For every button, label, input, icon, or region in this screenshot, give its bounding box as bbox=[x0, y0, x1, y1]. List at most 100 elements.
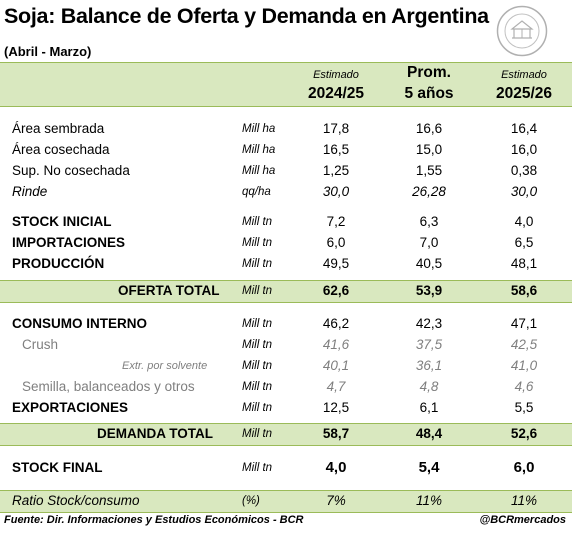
value-cell-col3: 4,6 bbox=[514, 379, 534, 394]
row-label: Ratio Stock/consumo bbox=[12, 493, 140, 508]
demanda-top-rule bbox=[0, 423, 572, 424]
value-cell-col3: 16,4 bbox=[510, 121, 538, 136]
value-cell-col3: 5,5 bbox=[514, 400, 534, 415]
value-cell-col3: 42,5 bbox=[510, 337, 538, 352]
value-cell-col2: 15,0 bbox=[415, 142, 443, 157]
row-unit: Mill tn bbox=[242, 360, 273, 372]
value-cell-col1: 49,5 bbox=[322, 256, 350, 271]
value-cell-col2: 37,5 bbox=[415, 337, 443, 352]
row-unit: Mill ha bbox=[242, 165, 276, 177]
row-unit: Mill tn bbox=[242, 381, 273, 393]
value-cell-col3: 58,6 bbox=[510, 283, 538, 298]
row-label: Área sembrada bbox=[12, 121, 105, 136]
row-label: Extr. por solvente bbox=[122, 360, 208, 372]
row-label: DEMANDA TOTAL bbox=[97, 426, 213, 441]
oferta-bottom-rule bbox=[0, 302, 572, 303]
header-col3-bottom: 2025/26 bbox=[495, 85, 553, 102]
header-col1-bottom: 2024/25 bbox=[307, 85, 365, 102]
ratio-bottom-rule bbox=[0, 512, 572, 513]
value-cell-col1: 1,25 bbox=[322, 163, 350, 178]
source-note: Fuente: Dir. Informaciones y Estudios Ec… bbox=[4, 514, 304, 526]
row-unit: Mill tn bbox=[242, 402, 273, 414]
value-cell-col2: 53,9 bbox=[415, 283, 443, 298]
value-cell-col2: 6,1 bbox=[419, 400, 439, 415]
value-cell-col2: 16,6 bbox=[415, 121, 443, 136]
value-cell-col1: 62,6 bbox=[322, 283, 350, 298]
value-cell-col1: 4,0 bbox=[325, 459, 347, 476]
row-label: IMPORTACIONES bbox=[12, 235, 126, 250]
value-cell-col2: 40,5 bbox=[415, 256, 443, 271]
row-label: Rinde bbox=[12, 184, 48, 199]
header-band bbox=[0, 62, 572, 106]
ratio-top-rule bbox=[0, 490, 572, 491]
value-cell-col2: 1,55 bbox=[415, 163, 443, 178]
value-cell-col3: 52,6 bbox=[510, 426, 538, 441]
row-unit: Mill tn bbox=[242, 258, 273, 270]
row-unit: Mill ha bbox=[242, 123, 276, 135]
row-unit: Mill tn bbox=[242, 428, 273, 440]
value-cell-col2: 6,3 bbox=[419, 214, 439, 229]
value-cell-col2: 5,4 bbox=[418, 459, 440, 476]
value-cell-col1: 17,8 bbox=[322, 121, 350, 136]
row-label: PRODUCCIÓN bbox=[12, 256, 105, 271]
value-cell-col2: 42,3 bbox=[415, 316, 443, 331]
row-label: Sup. No cosechada bbox=[12, 163, 130, 178]
value-cell-col3: 16,0 bbox=[510, 142, 538, 157]
row-label: Crush bbox=[22, 337, 59, 352]
demanda-bottom-rule bbox=[0, 445, 572, 446]
header-bottom-rule bbox=[0, 106, 572, 107]
row-unit: Mill tn bbox=[242, 318, 273, 330]
value-cell-col1: 4,7 bbox=[326, 379, 346, 394]
value-cell-col3: 6,0 bbox=[513, 459, 535, 476]
value-cell-col1: 7,2 bbox=[326, 214, 346, 229]
value-cell-col1: 30,0 bbox=[322, 184, 350, 199]
value-cell-col1: 40,1 bbox=[322, 358, 350, 373]
value-cell-col3: 41,0 bbox=[510, 358, 538, 373]
value-cell-col1: 41,6 bbox=[322, 337, 350, 352]
demanda-band bbox=[0, 423, 572, 445]
row-label: Área cosechada bbox=[12, 142, 110, 157]
row-unit: Mill tn bbox=[242, 237, 273, 249]
value-cell-col1: 7% bbox=[326, 493, 346, 508]
value-cell-col1: 58,7 bbox=[322, 426, 350, 441]
oferta-band bbox=[0, 280, 572, 302]
row-unit: Mill ha bbox=[242, 144, 276, 156]
row-unit: Mill tn bbox=[242, 216, 273, 228]
value-cell-col3: 47,1 bbox=[510, 316, 538, 331]
row-unit: Mill tn bbox=[242, 339, 273, 351]
row-unit: (%) bbox=[242, 495, 260, 507]
row-label: OFERTA TOTAL bbox=[118, 283, 220, 298]
value-cell-col3: 0,38 bbox=[510, 163, 538, 178]
row-label: CONSUMO INTERNO bbox=[12, 316, 147, 331]
header-top-rule bbox=[0, 62, 572, 63]
bcr-seal-logo bbox=[496, 5, 548, 57]
social-handle: @BCRmercados bbox=[479, 514, 566, 526]
header-col1-top: Estimado bbox=[313, 69, 359, 81]
value-cell-col1: 16,5 bbox=[322, 142, 350, 157]
row-label: STOCK INICIAL bbox=[12, 214, 112, 229]
header-col3-top: Estimado bbox=[501, 69, 547, 81]
row-unit: Mill tn bbox=[242, 462, 273, 474]
row-label: Semilla, balanceados y otros bbox=[22, 379, 195, 394]
value-cell-col1: 12,5 bbox=[322, 400, 350, 415]
page-subtitle: (Abril - Marzo) bbox=[4, 44, 92, 59]
value-cell-col2: 26,28 bbox=[412, 184, 446, 199]
value-cell-col2: 4,8 bbox=[419, 379, 439, 394]
row-label: STOCK FINAL bbox=[12, 460, 103, 475]
value-cell-col1: 6,0 bbox=[326, 235, 346, 250]
value-cell-col2: 7,0 bbox=[419, 235, 439, 250]
row-unit: qq/ha bbox=[242, 186, 271, 198]
value-cell-col2: 36,1 bbox=[415, 358, 443, 373]
value-cell-col2: 48,4 bbox=[415, 426, 443, 441]
row-label: EXPORTACIONES bbox=[12, 400, 129, 415]
header-col2-top: Prom. bbox=[407, 64, 451, 81]
value-cell-col3: 11% bbox=[510, 493, 538, 508]
value-cell-col3: 4,0 bbox=[514, 214, 534, 229]
ratio-band bbox=[0, 490, 572, 512]
value-cell-col3: 30,0 bbox=[510, 184, 538, 199]
header-col2-bottom: 5 años bbox=[404, 85, 454, 102]
page-title: Soja: Balance de Oferta y Demanda en Arg… bbox=[4, 4, 489, 28]
value-cell-col2: 11% bbox=[415, 493, 443, 508]
row-unit: Mill tn bbox=[242, 285, 273, 297]
value-cell-col3: 48,1 bbox=[510, 256, 538, 271]
